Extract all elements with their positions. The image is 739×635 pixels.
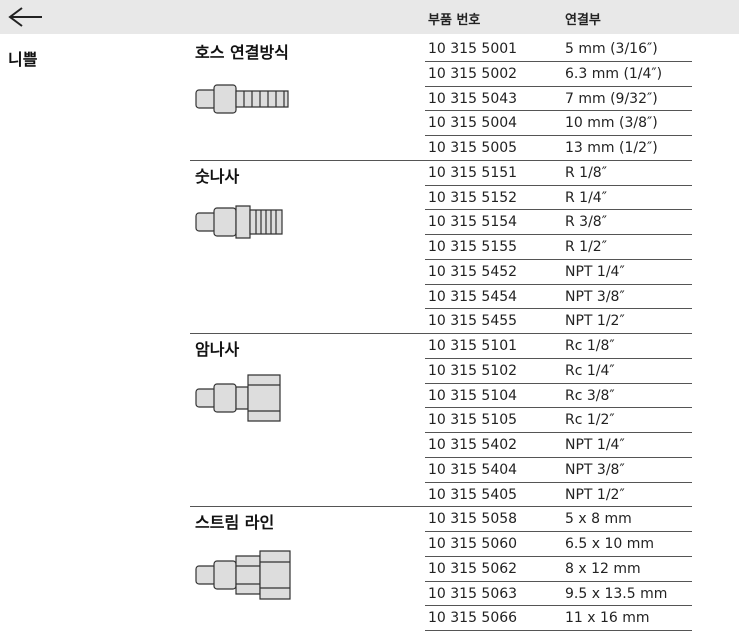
row-line (425, 234, 692, 235)
connection: NPT 1/2″ (565, 313, 625, 330)
row-line (425, 184, 692, 186)
connection: NPT 3/8″ (565, 288, 625, 305)
group-name: 암나사 (195, 340, 240, 359)
connection: 5 mm (3/16″) (565, 41, 658, 57)
part-header: 부품 번호 (428, 13, 481, 28)
part-number: 10 315 5101 (428, 338, 518, 354)
row-line (425, 456, 692, 458)
male-thread-icon (195, 205, 283, 239)
row-line (425, 60, 692, 62)
connection: NPT 3/8″ (565, 461, 625, 478)
row-line (425, 605, 692, 607)
connection: 5 x 8 mm (565, 511, 632, 528)
connection: R 3/8″ (565, 214, 607, 231)
row-line (425, 135, 692, 136)
part-number: 10 315 5004 (428, 115, 518, 132)
part-number: 10 315 5452 (428, 263, 518, 280)
connection: R 1/4″ (565, 189, 607, 206)
group-divider (190, 159, 692, 161)
connection: 6.5 x 10 mm (565, 536, 654, 552)
part-number: 10 315 5151 (428, 164, 518, 181)
row-line (425, 555, 692, 557)
part-number: 10 315 5066 (428, 610, 518, 627)
part-number: 10 315 5005 (428, 140, 518, 156)
row-line (425, 382, 692, 384)
connection: Rc 1/2″ (565, 412, 615, 429)
row-line (425, 308, 692, 310)
connection: Rc 3/8″ (565, 387, 615, 404)
connection: Rc 1/4″ (565, 362, 615, 379)
part-number: 10 315 5154 (428, 214, 518, 231)
connection: NPT 1/2″ (565, 486, 625, 503)
row-line (425, 357, 692, 359)
part-number: 10 315 5002 (428, 65, 518, 82)
connection: 11 x 16 mm (565, 610, 650, 627)
row-line (425, 580, 692, 582)
row-line (425, 85, 692, 87)
row-line (425, 283, 692, 285)
group-divider (190, 506, 692, 508)
row-line (425, 481, 692, 483)
connection: NPT 1/4″ (565, 263, 625, 280)
part-number: 10 315 5402 (428, 437, 518, 453)
hose-icon (195, 84, 289, 114)
connection: NPT 1/4″ (565, 437, 625, 453)
row-line (425, 110, 692, 112)
connection: R 1/8″ (565, 164, 607, 181)
part-number: 10 315 5062 (428, 560, 518, 577)
part-number: 10 315 5155 (428, 239, 518, 255)
connection-header: 연결부 (565, 13, 601, 28)
part-number: 10 315 5105 (428, 412, 518, 429)
part-number: 10 315 5455 (428, 313, 518, 330)
category: 니쁠 (8, 50, 38, 69)
connection: R 1/2″ (565, 239, 607, 255)
group-divider (190, 333, 692, 334)
part-number: 10 315 5058 (428, 511, 518, 528)
connection: 10 mm (3/8″) (565, 115, 658, 132)
group-name: 호스 연결방식 (195, 43, 289, 62)
connection: 9.5 x 13.5 mm (565, 585, 668, 602)
part-number: 10 315 5102 (428, 362, 518, 379)
streamline-icon (195, 550, 291, 600)
part-number: 10 315 5454 (428, 288, 518, 305)
female-thread-icon (195, 374, 281, 422)
row-line (425, 407, 692, 409)
part-number: 10 315 5404 (428, 461, 518, 478)
row-line (425, 531, 692, 532)
header-bar (0, 0, 739, 34)
connection: 7 mm (9/32″) (565, 90, 658, 107)
connection: 13 mm (1/2″) (565, 140, 658, 156)
row-line (425, 209, 692, 211)
part-number: 10 315 5152 (428, 189, 518, 206)
group-name: 스트림 라인 (195, 513, 275, 533)
row-line (425, 258, 692, 260)
row-line (425, 432, 692, 433)
row-line (425, 630, 692, 631)
part-number: 10 315 5043 (428, 90, 518, 107)
part-number: 10 315 5063 (428, 585, 518, 602)
connection: 6.3 mm (1/4″) (565, 65, 663, 82)
connection: 8 x 12 mm (565, 560, 641, 577)
part-number: 10 315 5060 (428, 536, 518, 552)
part-number: 10 315 5405 (428, 486, 518, 503)
part-number: 10 315 5104 (428, 387, 518, 404)
part-number: 10 315 5001 (428, 41, 518, 57)
connection: Rc 1/8″ (565, 338, 615, 354)
group-name: 숫나사 (195, 166, 240, 186)
back-button[interactable] (6, 6, 46, 28)
